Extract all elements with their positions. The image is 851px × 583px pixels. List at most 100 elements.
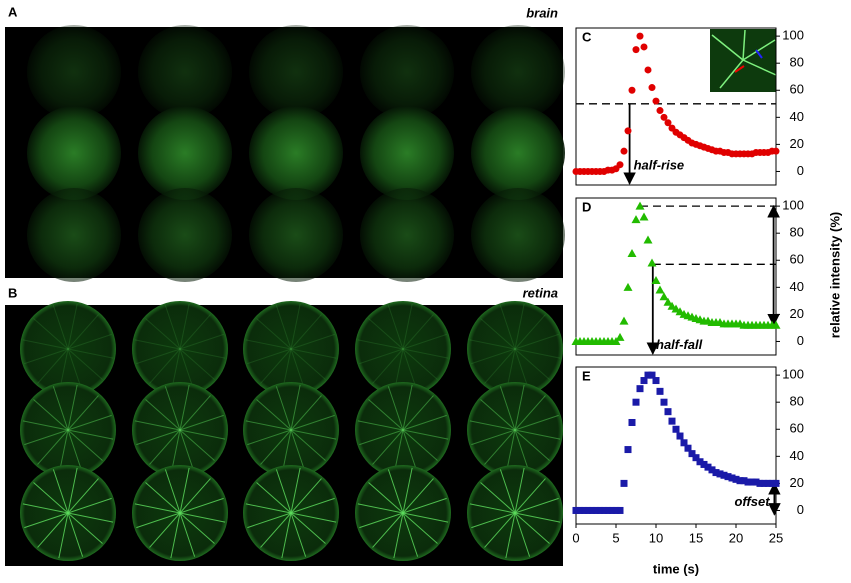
panel-label: A [8, 4, 18, 19]
inset-vessel [711, 34, 744, 61]
point [732, 475, 740, 483]
y-tick-label: 20 [790, 136, 804, 151]
point [764, 479, 772, 487]
retina-vessel [24, 512, 69, 529]
retina-vessel [402, 303, 413, 350]
point [652, 97, 660, 105]
retina-vessel [67, 429, 103, 461]
x-tick-label: 5 [612, 530, 619, 545]
retina-vessel [290, 467, 301, 514]
y-tick-label: 40 [790, 448, 804, 463]
point [604, 506, 612, 514]
retina-vessel [290, 478, 322, 514]
point [576, 506, 584, 514]
brain-image [138, 25, 232, 119]
point [580, 506, 588, 514]
retina-vessel [402, 478, 434, 514]
retina-vessel [359, 512, 404, 529]
retina-vessel [149, 512, 181, 548]
retina-vessel [164, 305, 181, 350]
point [619, 316, 629, 325]
retina-vessel [247, 348, 292, 365]
retina-vessel [469, 420, 516, 431]
y-tick-label: 60 [790, 82, 804, 97]
retina-vessel [179, 478, 211, 514]
point [584, 506, 592, 514]
retina-vessel [256, 318, 292, 350]
retina-vessel [357, 339, 404, 350]
point [628, 86, 636, 94]
retina-vessel [179, 497, 224, 514]
retina-vessel [260, 429, 292, 465]
retina-vessel [67, 348, 114, 359]
point [643, 235, 653, 244]
retina-vessel [290, 348, 337, 359]
annotation: offset [734, 494, 770, 509]
point [756, 479, 764, 487]
retina-vessel [179, 512, 215, 544]
retina-vessel [393, 512, 404, 559]
retina-vessel [134, 503, 181, 514]
retina-vessel [402, 512, 449, 523]
retina-vessel [480, 318, 516, 350]
retina-vessel [290, 429, 326, 461]
retina-vessel [469, 503, 516, 514]
point [664, 119, 672, 127]
brain-image [471, 106, 565, 200]
retina-vessel [402, 348, 438, 380]
retina-vessel [372, 512, 404, 548]
brain-image [249, 188, 343, 282]
retina-vessel [67, 429, 114, 440]
point [635, 201, 645, 210]
brain-image [471, 188, 565, 282]
retina-vessel [290, 429, 337, 440]
brain-image [360, 25, 454, 119]
point [636, 385, 644, 393]
point [640, 43, 648, 51]
retina-vessel [514, 348, 561, 359]
brain-image [471, 25, 565, 119]
retina-vessel [179, 467, 190, 514]
retina-vessel [164, 386, 181, 431]
plot-frame [575, 197, 777, 356]
retina-vessel [67, 414, 112, 431]
retina-vessel [372, 348, 404, 384]
retina-vessel [357, 420, 404, 431]
retina-vessel [402, 314, 434, 350]
retina-vessel [402, 467, 413, 514]
point [640, 377, 648, 385]
retina-vessel [67, 429, 84, 474]
retina-vessel [471, 348, 516, 365]
retina-image [355, 301, 451, 397]
y-tick-label: 100 [782, 28, 804, 43]
point [572, 506, 580, 514]
retina-vessel [499, 386, 516, 431]
retina-vessel [387, 305, 404, 350]
retina-vessel [281, 512, 292, 559]
retina-vessel [33, 482, 69, 514]
retina-vessel [275, 386, 292, 431]
retina-vessel [179, 303, 190, 350]
y-tick-label: 20 [790, 306, 804, 321]
retina-image [467, 382, 563, 478]
point [744, 478, 752, 486]
inset-marker [734, 65, 745, 73]
retina-vessel [275, 469, 292, 514]
point [724, 473, 732, 481]
point [655, 285, 665, 294]
retina-vessel [402, 333, 447, 350]
retina-vessel [514, 395, 546, 431]
point [708, 466, 716, 474]
point [632, 46, 640, 54]
point [740, 477, 748, 485]
retina-vessel [149, 348, 181, 384]
inset-vessel [719, 59, 744, 89]
retina-vessel [37, 512, 69, 548]
point [611, 336, 621, 345]
retina-vessel [514, 303, 525, 350]
point [772, 479, 780, 487]
retina-vessel [290, 348, 326, 380]
retina-vessel [260, 512, 292, 548]
point [760, 479, 768, 487]
point [632, 398, 640, 406]
